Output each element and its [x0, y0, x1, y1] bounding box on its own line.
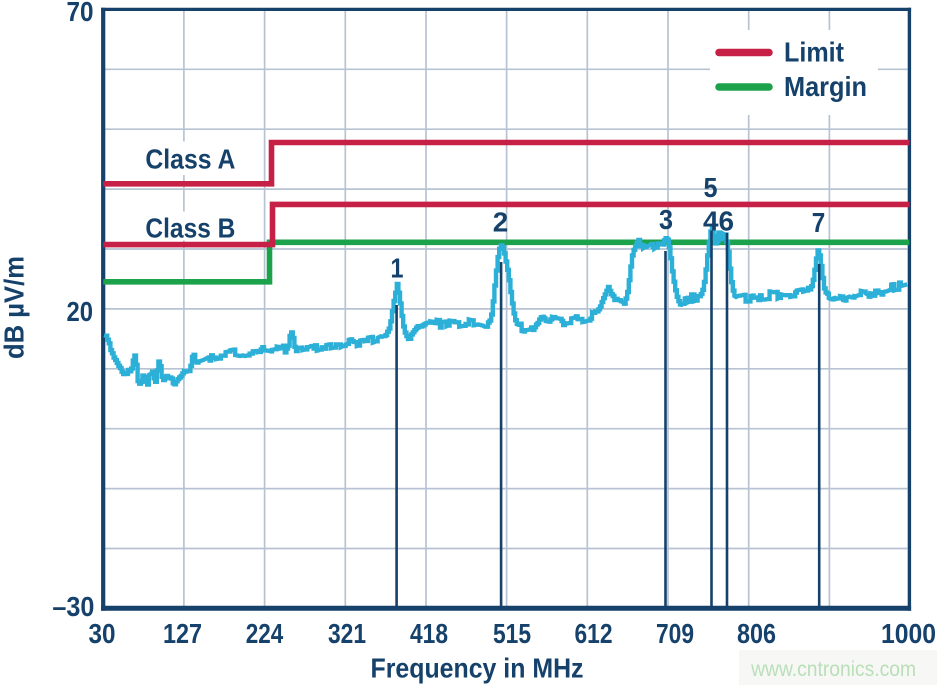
svg-text:30: 30: [89, 618, 116, 649]
svg-text:806: 806: [737, 618, 776, 649]
svg-text:127: 127: [163, 618, 202, 649]
svg-text:5: 5: [704, 172, 718, 203]
svg-text:www.cntronics.com: www.cntronics.com: [750, 658, 916, 681]
svg-text:7: 7: [812, 207, 826, 238]
svg-text:46: 46: [703, 206, 734, 237]
svg-text:Class B: Class B: [145, 212, 235, 243]
svg-text:3: 3: [659, 204, 673, 235]
svg-text:70: 70: [67, 0, 94, 27]
svg-text:Margin: Margin: [784, 71, 867, 102]
svg-text:20: 20: [67, 296, 94, 327]
svg-text:515: 515: [493, 618, 531, 649]
svg-text:Class A: Class A: [145, 143, 235, 174]
svg-text:1: 1: [391, 253, 404, 284]
svg-text:–30: –30: [52, 591, 94, 622]
svg-text:2: 2: [493, 207, 509, 238]
svg-text:Frequency in MHz: Frequency in MHz: [371, 653, 584, 684]
svg-text:709: 709: [656, 618, 694, 649]
svg-text:418: 418: [410, 618, 448, 649]
svg-text:dB µV/m: dB µV/m: [0, 256, 30, 359]
svg-text:1000: 1000: [881, 618, 936, 649]
svg-text:321: 321: [328, 618, 366, 649]
svg-text:612: 612: [575, 618, 613, 649]
svg-text:Limit: Limit: [784, 36, 844, 67]
svg-text:224: 224: [246, 618, 284, 649]
